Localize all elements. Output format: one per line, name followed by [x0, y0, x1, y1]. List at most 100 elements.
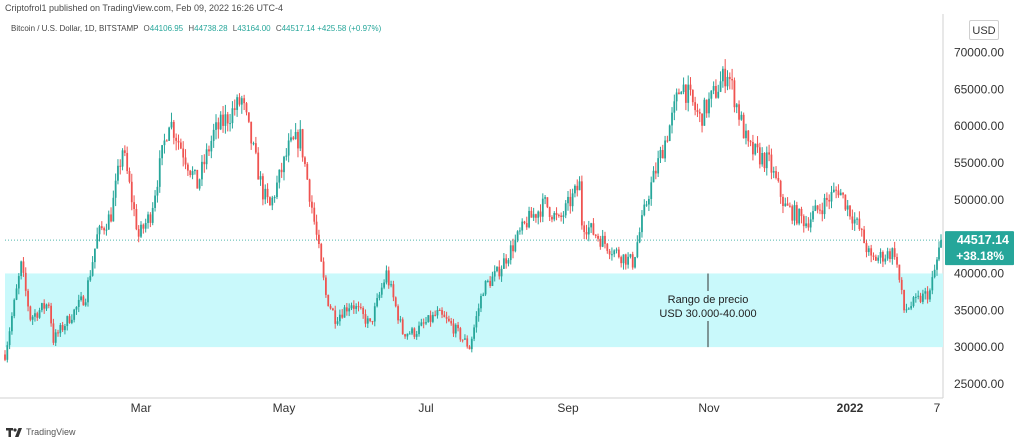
candle-body	[498, 266, 501, 277]
symbol-name[interactable]: Bitcoin / U.S. Dollar, 1D, BITSTAMP	[11, 24, 139, 33]
candle-body	[177, 140, 180, 143]
candle	[362, 306, 365, 319]
x-tick-label-5: 2022	[837, 401, 864, 415]
candle-body	[299, 129, 302, 149]
candle	[24, 267, 27, 297]
candle	[910, 301, 913, 311]
candle-body	[278, 169, 281, 183]
candle	[865, 239, 868, 258]
candle	[376, 293, 379, 308]
candle-body	[184, 157, 187, 165]
candle-body	[587, 227, 590, 235]
candle	[285, 148, 288, 161]
candle	[779, 179, 782, 204]
candle-body	[898, 264, 901, 280]
candle	[331, 307, 334, 311]
last-price-change: +38.18%	[956, 249, 1004, 263]
candle	[89, 270, 92, 282]
candle	[912, 296, 915, 308]
candle-body	[418, 325, 420, 335]
candle-body	[427, 315, 430, 323]
currency-button[interactable]: USD	[969, 20, 999, 40]
candle-body	[308, 179, 311, 202]
close-value: 44517.14	[281, 24, 315, 33]
candle	[528, 206, 530, 229]
y-tick-label-9: 70000.00	[954, 45, 1004, 59]
candle-body	[717, 91, 720, 98]
candle-body	[615, 249, 618, 251]
candle-body	[17, 276, 20, 289]
candle-body	[461, 339, 464, 341]
candle	[537, 210, 540, 225]
candle-body	[684, 84, 687, 103]
candle	[650, 176, 653, 206]
candle-body	[735, 104, 738, 108]
candle	[366, 315, 369, 328]
candle-body	[770, 154, 773, 173]
candle	[728, 72, 731, 90]
candle	[20, 260, 23, 280]
candle	[631, 251, 634, 270]
candle	[493, 265, 496, 282]
candle	[96, 227, 99, 249]
candle	[666, 135, 669, 143]
candle-body	[654, 170, 657, 174]
candle-body	[271, 197, 274, 206]
candle	[147, 211, 149, 229]
candle	[105, 223, 108, 236]
candle-body	[505, 258, 508, 264]
candle-body	[415, 334, 418, 337]
candle	[77, 294, 80, 313]
candle-body	[75, 306, 78, 310]
candle-body	[269, 197, 271, 206]
candle-body	[865, 243, 868, 253]
candle-body	[784, 203, 787, 207]
candle	[13, 298, 16, 319]
candle	[215, 114, 217, 140]
candle	[645, 200, 648, 207]
candle	[821, 202, 824, 222]
candle	[98, 224, 101, 242]
candle	[233, 99, 236, 116]
candle	[280, 162, 283, 178]
candle	[158, 150, 161, 193]
candle	[54, 329, 57, 347]
candle	[194, 169, 196, 175]
candle-body	[257, 152, 260, 180]
candle	[93, 248, 96, 269]
candle	[45, 303, 48, 311]
high-label: H	[188, 24, 195, 33]
candle	[299, 120, 302, 152]
candle	[343, 304, 346, 318]
candle-body	[201, 161, 203, 180]
candle-body	[231, 108, 234, 124]
candle	[441, 307, 443, 319]
candle-body	[126, 152, 129, 172]
candle-body	[408, 333, 411, 335]
candle	[580, 175, 583, 230]
annotation-label-bg	[656, 291, 760, 321]
candle-body	[668, 125, 671, 141]
candle-body	[27, 290, 29, 307]
candle	[352, 300, 355, 314]
candle-body	[154, 195, 156, 208]
candle	[548, 206, 551, 222]
candle	[196, 169, 199, 189]
candle-body	[882, 251, 884, 262]
candle-body	[259, 176, 262, 180]
candle	[659, 146, 662, 164]
candle-body	[682, 84, 685, 93]
candle-body	[466, 338, 469, 347]
candle-body	[429, 315, 432, 322]
candle-body	[597, 235, 599, 239]
candle-body	[189, 170, 192, 176]
candle-body	[280, 169, 283, 173]
candle-body	[696, 110, 699, 113]
candle-body	[348, 308, 351, 312]
candle-body	[754, 143, 757, 155]
candle-body	[800, 208, 803, 217]
candle	[149, 212, 152, 228]
candle-body	[96, 234, 99, 249]
tradingview-footer[interactable]: TradingView	[6, 427, 76, 437]
